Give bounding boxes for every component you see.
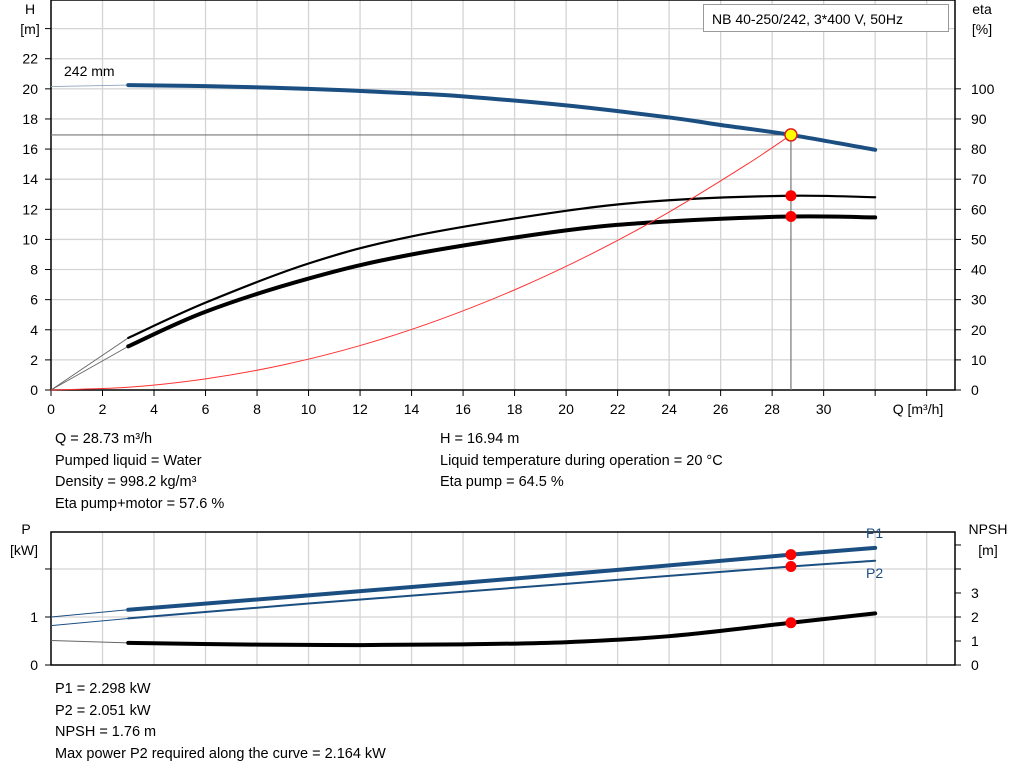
info-p2: P2 = 2.051 kW xyxy=(55,702,151,719)
y-tick-label: 22 xyxy=(22,51,38,67)
y-axis-label-h: H xyxy=(25,1,35,17)
y2-tick-label: 90 xyxy=(971,111,987,127)
x-tick-label: 4 xyxy=(150,401,158,417)
y2-tick-label: 40 xyxy=(971,262,987,278)
x-tick-label: 24 xyxy=(661,401,677,417)
y2-tick-label: 3 xyxy=(971,585,979,601)
y-tick-label: 12 xyxy=(22,201,38,217)
p2-curve-duty-marker xyxy=(785,561,797,573)
y2-tick-label: 20 xyxy=(971,322,987,338)
head-curve xyxy=(126,83,878,152)
eta-pump-curve xyxy=(127,194,877,339)
y2-tick-label: 50 xyxy=(971,231,987,247)
x-tick-label: 26 xyxy=(713,401,729,417)
y-tick-label: 16 xyxy=(22,141,38,157)
y-tick-label: 6 xyxy=(30,292,38,308)
info-temperature: Liquid temperature during operation = 20… xyxy=(440,452,723,469)
p1-curve-extension xyxy=(50,609,129,618)
p2-label: P2 xyxy=(866,565,883,581)
x-tick-label: 22 xyxy=(610,401,626,417)
y2-tick-label: 30 xyxy=(971,292,987,308)
p1-curve xyxy=(126,545,878,612)
x-tick-label: 28 xyxy=(764,401,780,417)
x-tick-label: 10 xyxy=(301,401,317,417)
eta-pump-motor-duty-marker xyxy=(785,211,797,223)
y2-tick-label: 60 xyxy=(971,201,987,217)
info-head: H = 16.94 m xyxy=(440,431,520,447)
info-eta-pump-motor: Eta pump+motor = 57.6 % xyxy=(55,496,225,513)
eta-pump-motor-curve-extension xyxy=(50,345,129,391)
p1-curve-duty-marker xyxy=(785,549,797,561)
y2-axis-label-unit: [m] xyxy=(978,542,997,558)
p1-label: P1 xyxy=(866,525,883,541)
x-tick-label: 0 xyxy=(47,401,55,417)
eta-pump-motor-curve xyxy=(126,214,878,349)
info-top-left: Q = 28.73 m³/h Pumped liquid = Water Den… xyxy=(55,429,224,516)
npsh-curve-extension xyxy=(50,640,129,644)
x-tick-label: 6 xyxy=(202,401,210,417)
x-tick-label: 16 xyxy=(455,401,471,417)
info-npsh: NPSH = 1.76 m xyxy=(55,724,157,741)
y-tick-label: 8 xyxy=(30,262,38,278)
npsh-curve xyxy=(126,611,878,648)
y2-tick-label: 1 xyxy=(971,633,979,649)
y2-tick-label: 80 xyxy=(971,141,987,157)
y-tick-label: 1 xyxy=(30,609,38,625)
x-tick-label: 12 xyxy=(352,401,368,417)
y-axis-label-unit: [m] xyxy=(20,21,39,37)
x-axis-label: Q [m³/h] xyxy=(893,401,944,417)
info-flow: Q = 28.73 m³/h xyxy=(55,431,153,447)
y2-tick-label: 10 xyxy=(971,352,987,368)
x-tick-label: 18 xyxy=(507,401,523,417)
plot-frame-power xyxy=(50,531,956,666)
y-tick-label: 14 xyxy=(22,171,38,187)
y-tick-label: 0 xyxy=(30,657,38,673)
plot-frame xyxy=(50,0,956,391)
y2-axis-label-eta: eta xyxy=(972,1,992,17)
y-axis-label-unit: [kW] xyxy=(10,542,38,558)
eta-pump-curve-extension xyxy=(50,337,129,391)
chart-title: NB 40-250/242, 3*400 V, 50Hz xyxy=(703,4,949,32)
x-tick-label: 2 xyxy=(99,401,107,417)
npsh-curve-duty-marker xyxy=(785,617,797,629)
impeller-diameter-label: 242 mm xyxy=(64,63,115,79)
y-tick-label: 18 xyxy=(22,111,38,127)
y2-axis-label-npsh: NPSH xyxy=(969,521,1008,537)
y-tick-label: 2 xyxy=(30,352,38,368)
y2-tick-label: 0 xyxy=(971,382,979,398)
eta-pump-duty-marker xyxy=(785,190,797,202)
info-eta-pump: Eta pump = 64.5 % xyxy=(440,474,564,491)
y2-tick-label: 0 xyxy=(971,657,979,673)
y-axis-label-p: P xyxy=(21,521,30,537)
y-tick-label: 20 xyxy=(22,81,38,97)
head-curve-extension xyxy=(50,84,129,88)
info-p1: P1 = 2.298 kW xyxy=(55,681,151,697)
y2-tick-label: 70 xyxy=(971,171,987,187)
p2-curve-extension xyxy=(50,617,129,627)
y2-tick-label: 100 xyxy=(971,81,995,97)
system-curve xyxy=(50,134,792,391)
duty-point-marker xyxy=(784,128,798,142)
x-tick-label: 20 xyxy=(558,401,574,417)
info-density: Density = 998.2 kg/m³ xyxy=(55,474,197,491)
x-tick-label: 30 xyxy=(816,401,832,417)
info-liquid: Pumped liquid = Water xyxy=(55,452,202,469)
y2-tick-label: 2 xyxy=(971,609,979,625)
info-bottom: P1 = 2.298 kW P2 = 2.051 kW NPSH = 1.76 … xyxy=(55,679,386,766)
info-top-right: H = 16.94 m Liquid temperature during op… xyxy=(440,429,723,494)
x-tick-label: 14 xyxy=(404,401,420,417)
y2-axis-label-unit: [%] xyxy=(972,21,992,37)
info-max-p2: Max power P2 required along the curve = … xyxy=(55,746,386,763)
y-tick-label: 4 xyxy=(30,322,38,338)
y-tick-label: 10 xyxy=(22,231,38,247)
y-tick-label: 0 xyxy=(30,382,38,398)
x-tick-label: 8 xyxy=(253,401,261,417)
